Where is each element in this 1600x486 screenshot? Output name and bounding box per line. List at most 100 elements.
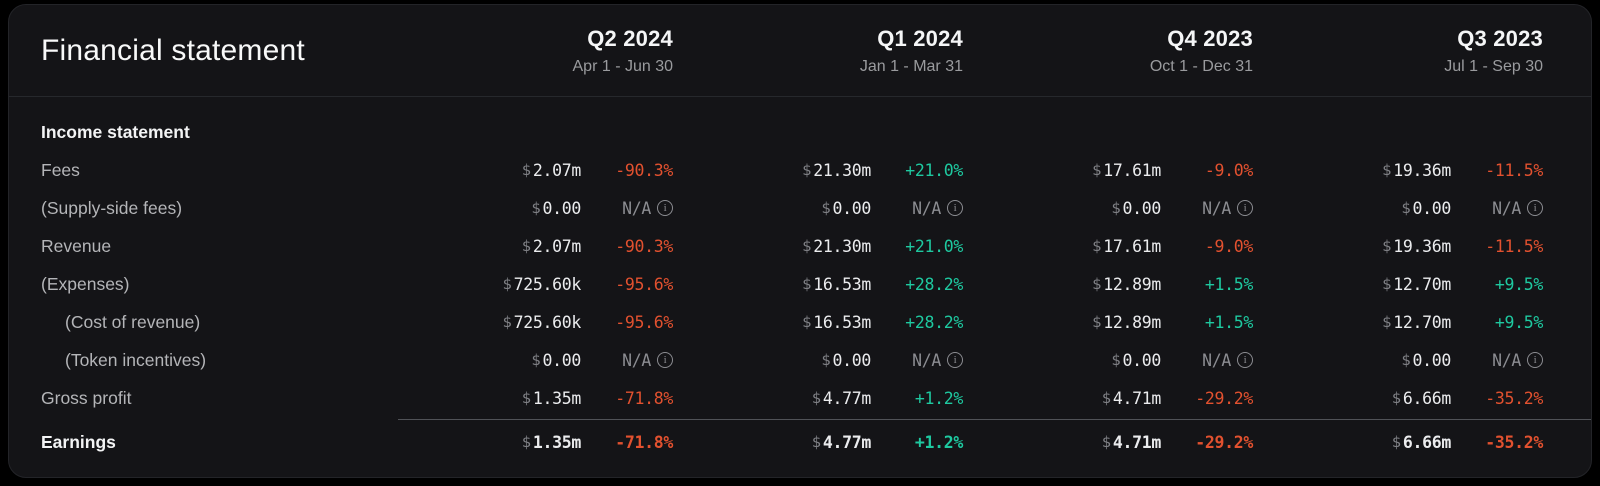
- change-text: -95.6%: [615, 312, 673, 332]
- value-cell: $21.30m +21.0%: [673, 161, 963, 180]
- currency-symbol: $: [821, 199, 831, 217]
- info-icon[interactable]: i: [1527, 352, 1543, 368]
- change-text: -71.8%: [615, 432, 673, 452]
- amount-value: 6.66m: [1402, 388, 1451, 408]
- column-header-q3-2023: Q3 2023 Jul 1 - Sep 30: [1253, 26, 1543, 76]
- amount-value: 19.36m: [1393, 160, 1451, 180]
- change-percent: -11.5%: [1451, 161, 1543, 180]
- row-label[interactable]: (Cost of revenue): [65, 311, 201, 332]
- currency-symbol: $: [1111, 199, 1121, 217]
- row-label[interactable]: Fees: [41, 159, 80, 180]
- amount-value: 16.53m: [813, 312, 871, 332]
- change-text: +28.2%: [905, 274, 963, 294]
- change-percent: +1.2%: [871, 389, 963, 408]
- change-percent: -71.8%: [581, 389, 673, 408]
- column-header-q4-2023: Q4 2023 Oct 1 - Dec 31: [963, 26, 1253, 76]
- value-cell: $12.70m +9.5%: [1253, 313, 1543, 332]
- amount-value: 4.77m: [822, 388, 871, 408]
- amount-value: 4.77m: [822, 432, 871, 452]
- change-percent: +21.0%: [871, 161, 963, 180]
- currency-symbol: $: [521, 433, 531, 451]
- change-percent: -95.6%: [581, 275, 673, 294]
- currency-symbol: $: [1111, 351, 1121, 369]
- change-text: N/A: [1202, 350, 1231, 370]
- value-cell: $4.77m +1.2%: [673, 432, 964, 452]
- row-label[interactable]: Earnings: [41, 431, 116, 452]
- row-label[interactable]: Revenue: [41, 235, 112, 256]
- amount-value: 12.89m: [1103, 274, 1161, 294]
- currency-symbol: $: [1382, 161, 1392, 179]
- change-text: +9.5%: [1494, 312, 1543, 332]
- change-text: N/A: [1492, 350, 1521, 370]
- change-text: -29.2%: [1195, 432, 1253, 452]
- value-cell: $0.00 N/A i: [673, 351, 963, 370]
- change-percent: +9.5%: [1451, 275, 1543, 294]
- value-cell: $17.61m -9.0%: [963, 237, 1253, 256]
- row-label[interactable]: (Token incentives): [65, 349, 207, 370]
- change-percent: -90.3%: [581, 161, 673, 180]
- value-cell: $2.07m -90.3%: [383, 237, 674, 256]
- info-icon[interactable]: i: [657, 352, 673, 368]
- amount-value: 12.89m: [1103, 312, 1161, 332]
- value-cell: $725.60k -95.6%: [383, 312, 674, 332]
- currency-symbol: $: [1382, 313, 1392, 331]
- currency-symbol: $: [1092, 275, 1102, 293]
- info-icon[interactable]: i: [1527, 200, 1543, 216]
- change-percent: -9.0%: [1161, 237, 1253, 256]
- currency-symbol: $: [1101, 433, 1111, 451]
- change-text: -9.0%: [1204, 160, 1253, 180]
- currency-symbol: $: [531, 199, 541, 217]
- change-percent: +1.5%: [1161, 313, 1253, 332]
- change-text: +1.5%: [1204, 274, 1253, 294]
- currency-symbol: $: [1382, 275, 1392, 293]
- change-na: N/A i: [871, 199, 963, 218]
- currency-symbol: $: [531, 351, 541, 369]
- change-percent: +9.5%: [1451, 313, 1543, 332]
- row-label[interactable]: (Supply-side fees): [41, 197, 183, 218]
- value-cell: $0.00 N/A i: [673, 199, 963, 218]
- value-cell: $4.71m -29.2%: [963, 389, 1254, 408]
- currency-symbol: $: [1101, 389, 1111, 407]
- change-text: N/A: [1202, 198, 1231, 218]
- info-icon[interactable]: i: [1237, 200, 1253, 216]
- value-cell: $1.35m -71.8%: [383, 433, 674, 452]
- quarter-label: Q3 2023: [1457, 25, 1543, 51]
- amount-value: 0.00: [832, 350, 871, 370]
- currency-symbol: $: [521, 161, 531, 179]
- change-text: +1.5%: [1204, 312, 1253, 332]
- change-percent: -35.2%: [1451, 433, 1543, 452]
- row-label[interactable]: (Expenses): [41, 273, 130, 294]
- amount-value: 0.00: [1122, 198, 1161, 218]
- value-cell: $2.07m -90.3%: [383, 161, 674, 180]
- value-cell: $725.60k -95.6%: [383, 275, 674, 294]
- table-header: Financial statement Q2 2024 Apr 1 - Jun …: [9, 5, 1591, 97]
- change-percent: -71.8%: [581, 433, 673, 452]
- currency-symbol: $: [521, 237, 531, 255]
- change-text: -95.6%: [615, 274, 673, 294]
- change-percent: -90.3%: [581, 237, 673, 256]
- info-icon[interactable]: i: [947, 200, 963, 216]
- quarter-label: Q1 2024: [877, 25, 963, 51]
- change-percent: -29.2%: [1161, 433, 1253, 452]
- amount-value: 0.00: [542, 198, 581, 218]
- amount-value: 725.60k: [513, 312, 582, 332]
- value-cell: $0.00 N/A i: [383, 199, 673, 218]
- amount-value: 1.35m: [532, 388, 581, 408]
- column-header-q2-2024: Q2 2024 Apr 1 - Jun 30: [383, 26, 674, 76]
- info-icon[interactable]: i: [947, 352, 963, 368]
- row-label[interactable]: Income statement: [41, 121, 190, 142]
- currency-symbol: $: [1391, 433, 1401, 451]
- value-cell: $6.66m -35.2%: [1253, 433, 1544, 452]
- change-text: +21.0%: [905, 160, 963, 180]
- change-percent: -9.0%: [1161, 161, 1253, 180]
- change-text: N/A: [912, 198, 941, 218]
- row-label[interactable]: Gross profit: [41, 387, 132, 408]
- change-text: -9.0%: [1204, 236, 1253, 256]
- column-header-q1-2024: Q1 2024 Jan 1 - Mar 31: [673, 26, 963, 76]
- amount-value: 0.00: [1412, 350, 1451, 370]
- info-icon[interactable]: i: [657, 200, 673, 216]
- change-text: +1.2%: [914, 432, 963, 452]
- value-cell: $19.36m -11.5%: [1253, 161, 1543, 180]
- info-icon[interactable]: i: [1237, 352, 1253, 368]
- amount-value: 0.00: [542, 350, 581, 370]
